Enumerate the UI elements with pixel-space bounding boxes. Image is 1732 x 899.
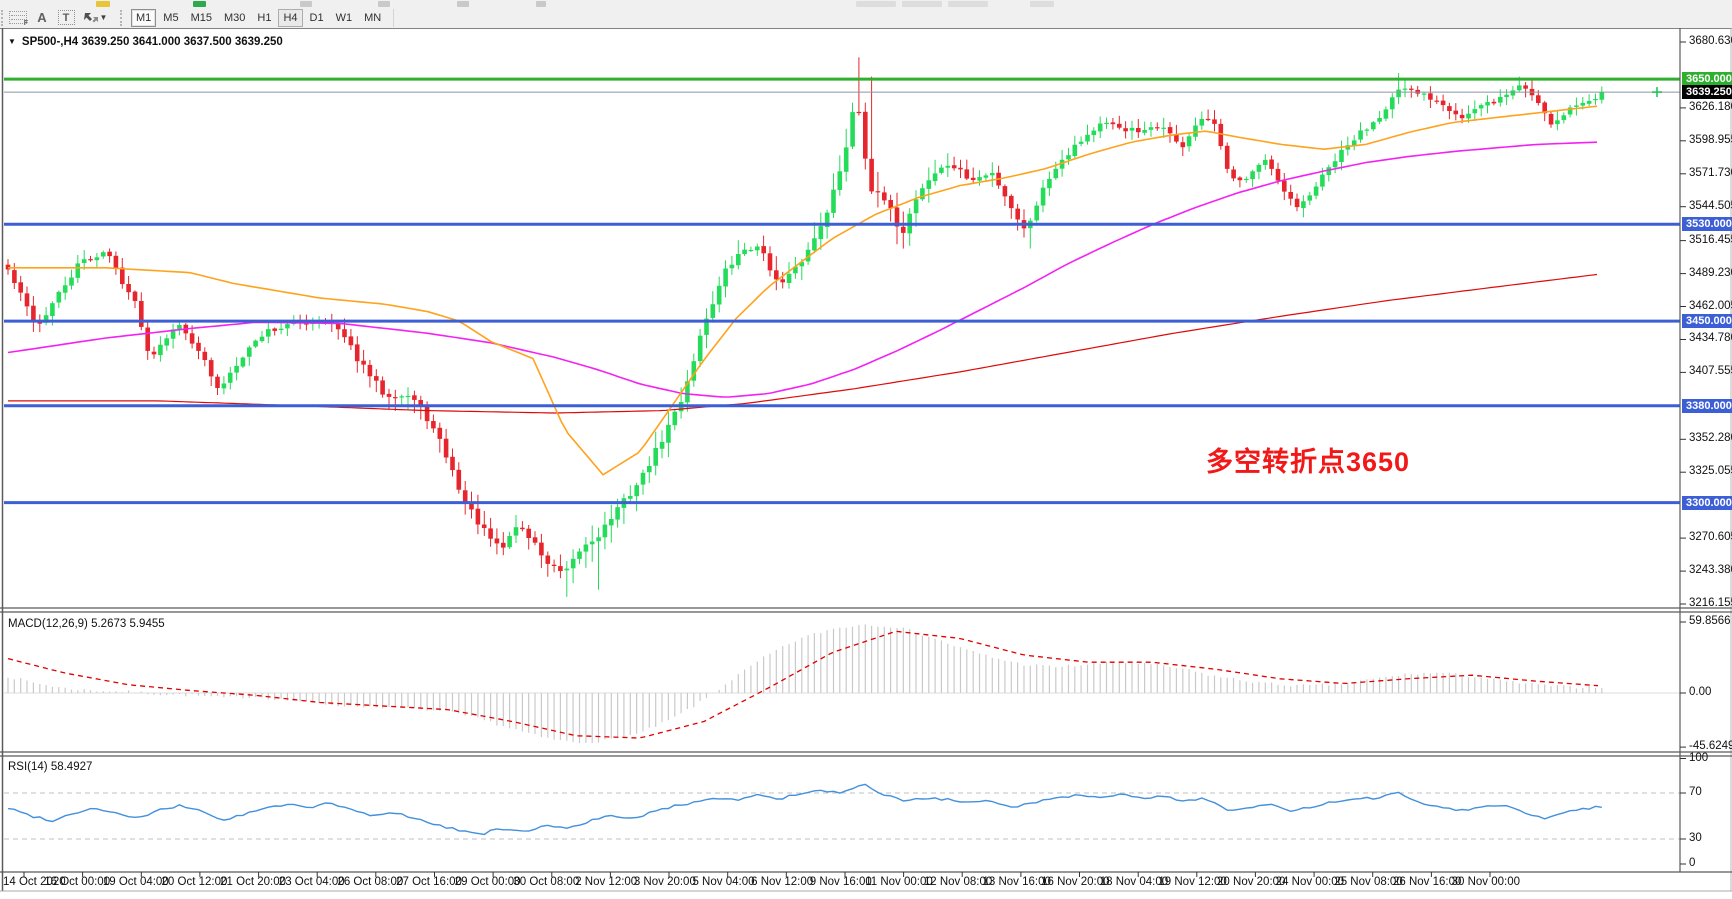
toolbar-sliver-icon [193, 1, 206, 7]
toolbar-sliver-icon [536, 1, 546, 7]
toolbar-sliver-icon [856, 1, 896, 7]
timeframe-button-mn[interactable]: MN [364, 11, 382, 24]
toolbar-sliver-icon [300, 1, 312, 7]
timeframe-group: M1 M5 M15 M30 H1 H4 D1 W1 MN [130, 8, 387, 27]
grid-f-icon-glyph: F [9, 11, 28, 27]
timeframe-button-h1[interactable]: H1 [257, 11, 272, 24]
toolbar-sliver-icon [457, 1, 469, 7]
toolbar-sliver-icon [902, 1, 942, 7]
timeframe-button-m1[interactable]: M1 [131, 8, 157, 27]
text-box-icon[interactable]: T [54, 9, 78, 27]
timeframe-button-m15[interactable]: M15 [190, 11, 212, 24]
toolbar-grip[interactable] [1, 9, 6, 26]
timeframe-button-m5[interactable]: M5 [163, 11, 179, 24]
toolbar: F A T ▼ M1 M5 M15 M30 H1 H4 D1 W1 MN [0, 7, 1732, 28]
toolbar-sliver-icon [948, 1, 988, 7]
timeframe-button-m30[interactable]: M30 [223, 11, 246, 24]
toolbar-separator-2 [393, 8, 395, 27]
text-label-icon[interactable]: A [37, 10, 47, 25]
toolbar-sliver-icon [1030, 1, 1054, 7]
arrows-icon-glyph [83, 12, 98, 22]
arrow-objects-icon[interactable]: ▼ [78, 9, 112, 27]
toolbar-separator [120, 9, 126, 26]
timeframe-button-h4[interactable]: H4 [278, 8, 303, 27]
timeframe-button-w1[interactable]: W1 [335, 11, 353, 24]
toolbar-sliver-icon [378, 1, 390, 7]
dropdown-caret-icon: ▼ [99, 13, 108, 22]
upper-toolbar-sliver [0, 0, 1732, 7]
grid-f-icon[interactable]: F [6, 9, 30, 27]
toolbar-sliver-icon [96, 1, 110, 7]
timeframe-button-d1[interactable]: D1 [309, 11, 324, 24]
